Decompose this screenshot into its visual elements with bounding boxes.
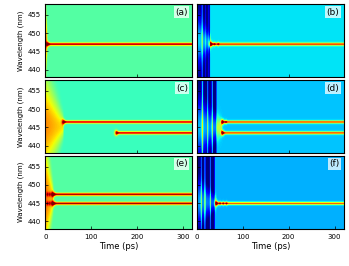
Text: (a): (a) [176, 8, 188, 17]
Text: (c): (c) [176, 84, 188, 93]
Y-axis label: Wavelength (nm): Wavelength (nm) [18, 162, 24, 222]
X-axis label: Time (ps): Time (ps) [251, 242, 290, 251]
Text: (b): (b) [327, 8, 339, 17]
Y-axis label: Wavelength (nm): Wavelength (nm) [18, 86, 24, 147]
Text: (e): (e) [175, 159, 188, 168]
Text: (d): (d) [327, 84, 339, 93]
Text: (f): (f) [329, 159, 339, 168]
Y-axis label: Wavelength (nm): Wavelength (nm) [18, 10, 24, 71]
X-axis label: Time (ps): Time (ps) [99, 242, 139, 251]
